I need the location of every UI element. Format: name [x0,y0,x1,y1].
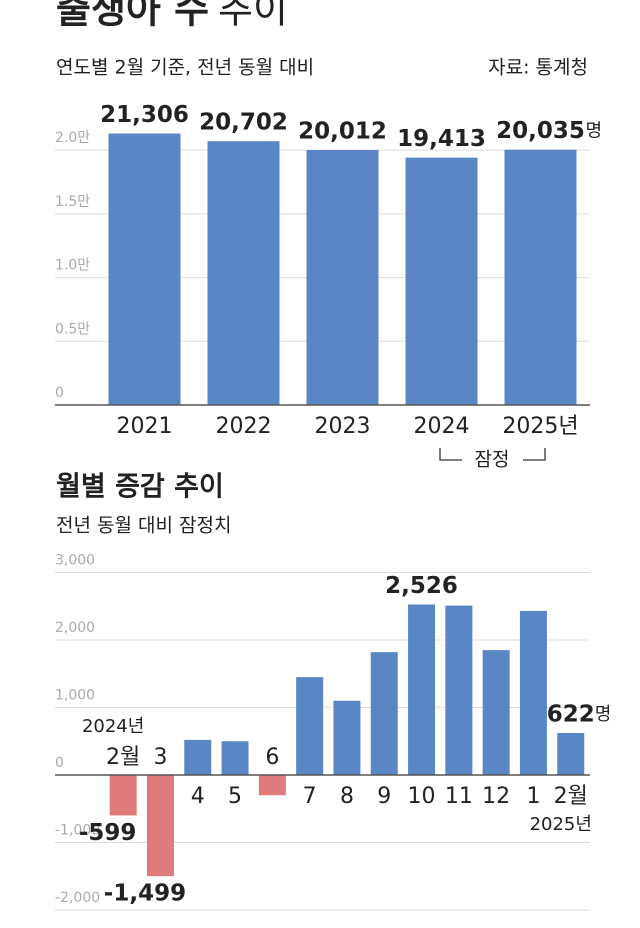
unit-label: 명 [586,121,603,142]
x-tick-label: 2023 [315,414,371,439]
y-tick-label: 1.5만 [55,194,90,210]
bar [108,133,181,405]
value-label: 2,526 [385,573,458,599]
bar [296,677,324,775]
end-year: 2025년 [530,814,592,835]
value-label: -1,499 [104,881,186,907]
x-tick-label: 2024 [414,414,470,439]
x-tick-label: 2월 [554,784,588,809]
x-tick-label: 6 [265,745,279,770]
unit-label: 명 [595,704,612,725]
x-tick-label: 3 [153,745,167,770]
provisional-bracket [439,448,546,461]
value-label: 20,035 [496,118,585,144]
y-tick-label: 3,000 [55,553,95,569]
y-tick-label: 1,000 [55,688,95,704]
y-tick-label: 0 [55,755,64,771]
bar [306,150,379,405]
value-label: -599 [79,820,137,846]
bar [504,149,577,405]
bar [146,775,174,877]
x-tick-label: 2025년 [502,414,578,439]
x-tick-label: 12 [482,784,510,809]
y-tick-label: 1.0만 [55,258,90,274]
title-suffix: 추이 [218,0,288,32]
y-tick-label: 0.5만 [55,321,90,337]
y-tick-label: 0 [55,385,64,401]
bar [258,775,286,796]
source: 자료: 통계청 [488,57,588,79]
bar [405,157,478,405]
bar [408,604,436,775]
y-tick-label: 2,000 [55,620,95,636]
chart2-subtitle: 전년 동월 대비 잠정치 [56,515,231,537]
bar [370,652,398,775]
x-tick-label: 5 [228,784,242,809]
y-tick-label: 2.0만 [55,130,90,146]
bar [557,733,585,775]
x-tick-label: 4 [191,784,205,809]
value-label: 19,413 [397,126,486,152]
x-tick-label: 2022 [216,414,272,439]
x-tick-label: 2월 [106,745,140,770]
title: 출생아 수 [56,0,209,32]
bar [184,739,212,775]
x-tick-label: 10 [408,784,436,809]
x-tick-label: 7 [303,784,317,809]
bar [221,741,249,775]
x-tick-label: 11 [445,784,473,809]
start-year: 2024년 [82,716,144,737]
x-tick-label: 1 [526,784,540,809]
bar [482,650,510,775]
x-tick-label: 9 [377,784,391,809]
y-tick-label: -2,000 [55,890,100,906]
value-label: 21,306 [100,102,189,128]
y-tick-label: -1,000 [55,823,100,839]
bar [519,610,547,775]
value-label: 622 [547,702,595,728]
x-tick-label: 8 [340,784,354,809]
chart2-title: 월별 증감 추이 [56,472,224,503]
provisional-note: 잠정 [475,449,510,471]
bar [207,141,280,406]
value-label: 20,702 [199,110,288,136]
x-tick-label: 2021 [117,414,173,439]
bar [109,775,137,816]
bar [445,605,473,775]
subtitle: 연도별 2월 기준, 전년 동월 대비 [56,57,314,79]
bar [333,700,361,775]
value-label: 20,012 [298,119,387,145]
